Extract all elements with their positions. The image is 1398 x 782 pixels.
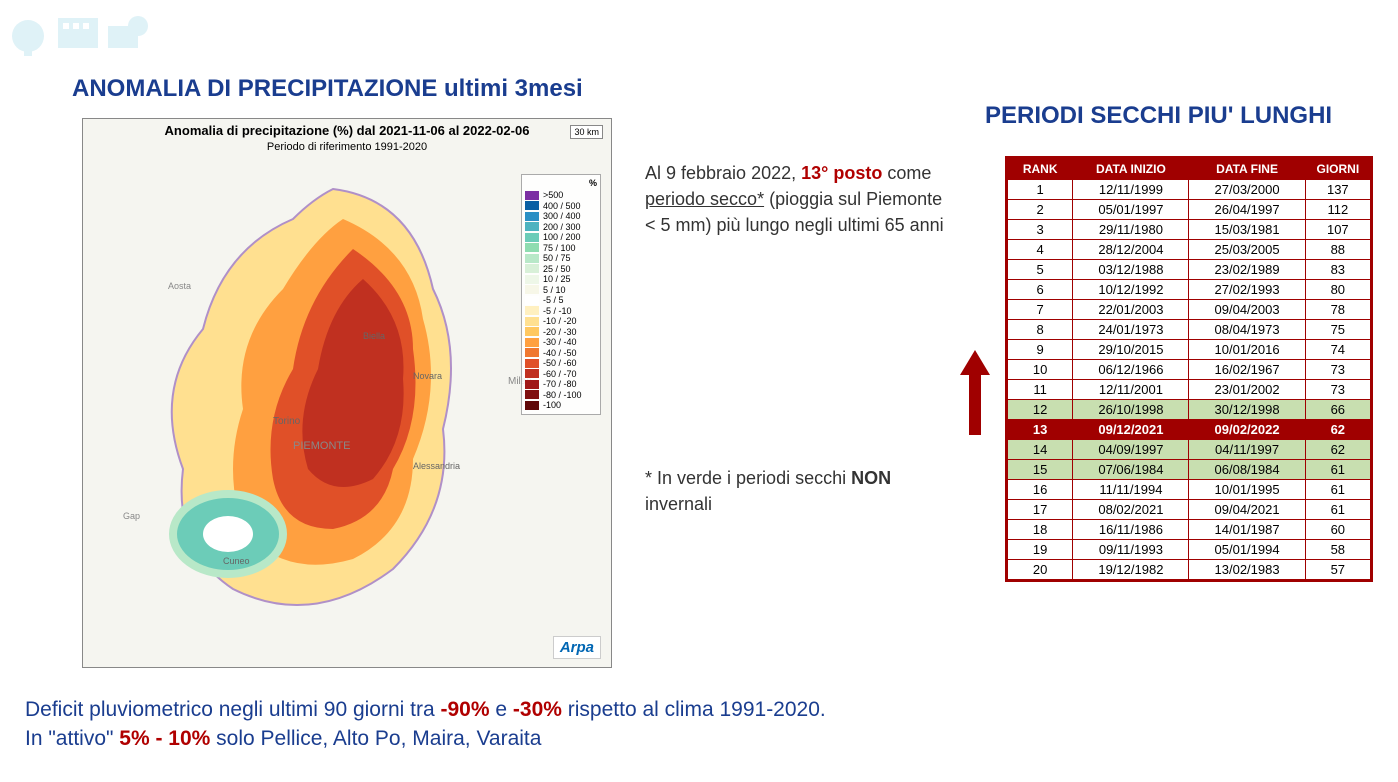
legend-item: 75 / 100 (525, 243, 597, 253)
legend-item: 50 / 75 (525, 253, 597, 263)
map-title: Anomalia di precipitazione (%) dal 2021-… (83, 123, 611, 138)
table-header-row: RANK DATA INIZIO DATA FINE GIORNI (1008, 159, 1371, 180)
legend-item: -5 / -10 (525, 306, 597, 316)
map-label-piemonte: PIEMONTE (293, 440, 350, 452)
up-arrow-icon (960, 350, 990, 435)
scale-label: 30 km (570, 125, 603, 139)
legend-item: -5 / 5 (525, 295, 597, 305)
svg-text:Novara: Novara (413, 371, 442, 381)
table-row: 1006/12/196616/02/196773 (1008, 360, 1371, 380)
table-row: 1816/11/198614/01/198760 (1008, 520, 1371, 540)
legend-item: 200 / 300 (525, 222, 597, 232)
legend-item: >500 (525, 190, 597, 200)
legend-item: 5 / 10 (525, 285, 597, 295)
table-row: 1507/06/198406/08/198461 (1008, 460, 1371, 480)
col-giorni: GIORNI (1305, 159, 1370, 180)
table-row: 1226/10/199830/12/199866 (1008, 400, 1371, 420)
table-row: 1708/02/202109/04/202161 (1008, 500, 1371, 520)
table-row: 1909/11/199305/01/199458 (1008, 540, 1371, 560)
svg-text:Alessandria: Alessandria (413, 461, 460, 471)
table-body: 112/11/199927/03/2000137205/01/199726/04… (1008, 180, 1371, 580)
table-row: 329/11/198015/03/1981107 (1008, 220, 1371, 240)
anomaly-map: Anomalia di precipitazione (%) dal 2021-… (82, 118, 612, 668)
logo-icon (8, 8, 158, 58)
bottom-summary: Deficit pluviometrico negli ultimi 90 gi… (25, 695, 1225, 754)
legend-item: 300 / 400 (525, 211, 597, 221)
table-row: 610/12/199227/02/199380 (1008, 280, 1371, 300)
table-row: 1309/12/202109/02/202262 (1008, 420, 1371, 440)
legend-item: -40 / -50 (525, 348, 597, 358)
legend-item: -60 / -70 (525, 369, 597, 379)
legend-item: -100 (525, 400, 597, 410)
legend-item: 25 / 50 (525, 264, 597, 274)
table-row: 1611/11/199410/01/199561 (1008, 480, 1371, 500)
arpa-logo: Arpa (553, 636, 601, 659)
table-row: 1112/11/200123/01/200273 (1008, 380, 1371, 400)
table-row: 824/01/197308/04/197375 (1008, 320, 1371, 340)
table-row: 1404/09/199704/11/199762 (1008, 440, 1371, 460)
col-rank: RANK (1008, 159, 1073, 180)
map-subtitle: Periodo di riferimento 1991-2020 (83, 141, 611, 153)
legend-item: 100 / 200 (525, 232, 597, 242)
table-row: 503/12/198823/02/198983 (1008, 260, 1371, 280)
table-row: 428/12/200425/03/200588 (1008, 240, 1371, 260)
dry-periods-table: RANK DATA INIZIO DATA FINE GIORNI 112/11… (1005, 156, 1373, 582)
table-row: 722/01/200309/04/200378 (1008, 300, 1371, 320)
legend-rows: >500400 / 500300 / 400200 / 300100 / 200… (525, 190, 597, 410)
legend-item: 10 / 25 (525, 274, 597, 284)
legend-item: 400 / 500 (525, 201, 597, 211)
zone-sw-white (203, 516, 253, 552)
legend-item: -20 / -30 (525, 327, 597, 337)
col-fine: DATA FINE (1189, 159, 1305, 180)
table-row: 2019/12/198213/02/198357 (1008, 560, 1371, 580)
title-periodi: PERIODI SECCHI PIU' LUNGHI (985, 102, 1332, 130)
table-row: 205/01/199726/04/1997112 (1008, 200, 1371, 220)
footnote-text: * In verde i periodi secchi NON invernal… (645, 465, 945, 517)
svg-text:Cuneo: Cuneo (223, 556, 250, 566)
legend-item: -10 / -20 (525, 316, 597, 326)
col-inizio: DATA INIZIO (1073, 159, 1189, 180)
title-anomalia: ANOMALIA DI PRECIPITAZIONE ultimi 3mesi (72, 75, 583, 103)
legend-item: -80 / -100 (525, 390, 597, 400)
svg-text:Biella: Biella (363, 331, 385, 341)
svg-text:Gap: Gap (123, 511, 140, 521)
description-text: Al 9 febbraio 2022, 13° posto come perio… (645, 160, 945, 238)
table-row: 929/10/201510/01/201674 (1008, 340, 1371, 360)
legend-item: -30 / -40 (525, 337, 597, 347)
table-row: 112/11/199927/03/2000137 (1008, 180, 1371, 200)
map-label-torino: Torino (273, 416, 301, 427)
legend-item: -70 / -80 (525, 379, 597, 389)
legend-item: -50 / -60 (525, 358, 597, 368)
svg-text:Aosta: Aosta (168, 281, 191, 291)
map-legend: % >500400 / 500300 / 400200 / 300100 / 2… (521, 174, 601, 415)
map-svg: PIEMONTE Torino Biella Novara Alessandri… (113, 169, 543, 639)
